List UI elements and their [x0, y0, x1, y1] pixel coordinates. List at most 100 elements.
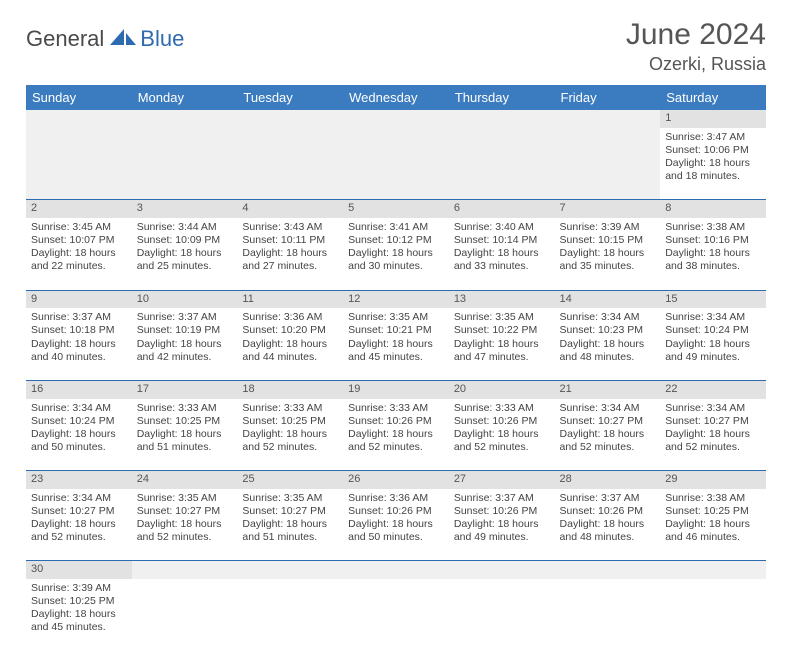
- sunrise-text: Sunrise: 3:37 AM: [560, 492, 656, 505]
- day-number: 6: [449, 200, 555, 218]
- sunset-text: Sunset: 10:23 PM: [560, 324, 656, 337]
- sunrise-text: Sunrise: 3:37 AM: [137, 311, 233, 324]
- daylight-text-2: and 52 minutes.: [137, 531, 233, 544]
- day-number: [26, 110, 132, 128]
- day-cell: Sunrise: 3:44 AMSunset: 10:09 PMDaylight…: [132, 218, 238, 290]
- daylight-text: Daylight: 18 hours: [348, 518, 444, 531]
- sunset-text: Sunset: 10:27 PM: [242, 505, 338, 518]
- day-cell: [343, 128, 449, 200]
- day-cell: Sunrise: 3:36 AMSunset: 10:26 PMDaylight…: [343, 489, 449, 561]
- daylight-text: Daylight: 18 hours: [31, 247, 127, 260]
- day-number: [132, 561, 238, 579]
- day-cell: Sunrise: 3:34 AMSunset: 10:27 PMDaylight…: [555, 399, 661, 471]
- day-cell: Sunrise: 3:35 AMSunset: 10:22 PMDaylight…: [449, 308, 555, 380]
- day-cell: [237, 128, 343, 200]
- sunset-text: Sunset: 10:09 PM: [137, 234, 233, 247]
- daylight-text: Daylight: 18 hours: [137, 247, 233, 260]
- sunrise-text: Sunrise: 3:35 AM: [137, 492, 233, 505]
- daylight-text-2: and 52 minutes.: [31, 531, 127, 544]
- sunset-text: Sunset: 10:07 PM: [31, 234, 127, 247]
- daynum-row: 16171819202122: [26, 380, 766, 398]
- sunrise-text: Sunrise: 3:35 AM: [454, 311, 550, 324]
- daylight-text: Daylight: 18 hours: [454, 338, 550, 351]
- daylight-text-2: and 35 minutes.: [560, 260, 656, 273]
- logo-text-general: General: [26, 26, 104, 52]
- daylight-text-2: and 52 minutes.: [665, 441, 761, 454]
- day-number: [237, 110, 343, 128]
- day-number: 25: [237, 471, 343, 489]
- day-cell: Sunrise: 3:39 AMSunset: 10:15 PMDaylight…: [555, 218, 661, 290]
- daylight-text: Daylight: 18 hours: [137, 518, 233, 531]
- daylight-text: Daylight: 18 hours: [242, 338, 338, 351]
- sunset-text: Sunset: 10:26 PM: [454, 505, 550, 518]
- sunrise-text: Sunrise: 3:36 AM: [348, 492, 444, 505]
- day-cell: [555, 579, 661, 651]
- day-cell: Sunrise: 3:34 AMSunset: 10:23 PMDaylight…: [555, 308, 661, 380]
- sunset-text: Sunset: 10:24 PM: [31, 415, 127, 428]
- day-number: 12: [343, 290, 449, 308]
- sunset-text: Sunset: 10:14 PM: [454, 234, 550, 247]
- day-number: [449, 561, 555, 579]
- col-friday: Friday: [555, 85, 661, 110]
- col-monday: Monday: [132, 85, 238, 110]
- day-number: 22: [660, 380, 766, 398]
- sunrise-text: Sunrise: 3:34 AM: [560, 402, 656, 415]
- day-number: [660, 561, 766, 579]
- day-number: 20: [449, 380, 555, 398]
- day-cell: [555, 128, 661, 200]
- daylight-text-2: and 47 minutes.: [454, 351, 550, 364]
- daylight-text-2: and 25 minutes.: [137, 260, 233, 273]
- daylight-text-2: and 51 minutes.: [242, 531, 338, 544]
- calendar-table: Sunday Monday Tuesday Wednesday Thursday…: [26, 85, 766, 651]
- daylight-text: Daylight: 18 hours: [665, 428, 761, 441]
- day-cell: Sunrise: 3:35 AMSunset: 10:27 PMDaylight…: [132, 489, 238, 561]
- sunset-text: Sunset: 10:27 PM: [665, 415, 761, 428]
- sunrise-text: Sunrise: 3:39 AM: [560, 221, 656, 234]
- daylight-text: Daylight: 18 hours: [31, 428, 127, 441]
- daylight-text-2: and 38 minutes.: [665, 260, 761, 273]
- daylight-text: Daylight: 18 hours: [665, 518, 761, 531]
- day-number: 9: [26, 290, 132, 308]
- day-number: 15: [660, 290, 766, 308]
- daylight-text: Daylight: 18 hours: [348, 338, 444, 351]
- details-row: Sunrise: 3:37 AMSunset: 10:18 PMDaylight…: [26, 308, 766, 380]
- daylight-text-2: and 51 minutes.: [137, 441, 233, 454]
- day-cell: Sunrise: 3:40 AMSunset: 10:14 PMDaylight…: [449, 218, 555, 290]
- details-row: Sunrise: 3:39 AMSunset: 10:25 PMDaylight…: [26, 579, 766, 651]
- sunrise-text: Sunrise: 3:35 AM: [242, 492, 338, 505]
- day-cell: Sunrise: 3:39 AMSunset: 10:25 PMDaylight…: [26, 579, 132, 651]
- sunset-text: Sunset: 10:22 PM: [454, 324, 550, 337]
- sunrise-text: Sunrise: 3:33 AM: [454, 402, 550, 415]
- day-number: 1: [660, 110, 766, 128]
- sunrise-text: Sunrise: 3:33 AM: [348, 402, 444, 415]
- daynum-row: 1: [26, 110, 766, 128]
- daynum-row: 23242526272829: [26, 471, 766, 489]
- day-number: 3: [132, 200, 238, 218]
- day-cell: Sunrise: 3:37 AMSunset: 10:26 PMDaylight…: [555, 489, 661, 561]
- sunset-text: Sunset: 10:16 PM: [665, 234, 761, 247]
- day-number: [555, 561, 661, 579]
- details-row: Sunrise: 3:34 AMSunset: 10:24 PMDaylight…: [26, 399, 766, 471]
- day-number: 10: [132, 290, 238, 308]
- day-cell: [449, 128, 555, 200]
- day-cell: [449, 579, 555, 651]
- day-number: 14: [555, 290, 661, 308]
- day-cell: Sunrise: 3:34 AMSunset: 10:24 PMDaylight…: [26, 399, 132, 471]
- sunrise-text: Sunrise: 3:34 AM: [31, 492, 127, 505]
- header: General Blue June 2024 Ozerki, Russia: [26, 18, 766, 75]
- daylight-text: Daylight: 18 hours: [242, 518, 338, 531]
- logo-text-blue: Blue: [140, 26, 184, 52]
- day-cell: Sunrise: 3:41 AMSunset: 10:12 PMDaylight…: [343, 218, 449, 290]
- daylight-text: Daylight: 18 hours: [31, 338, 127, 351]
- sunset-text: Sunset: 10:25 PM: [31, 595, 127, 608]
- daylight-text: Daylight: 18 hours: [560, 247, 656, 260]
- sunset-text: Sunset: 10:18 PM: [31, 324, 127, 337]
- daylight-text-2: and 52 minutes.: [348, 441, 444, 454]
- sail-icon: [110, 27, 136, 52]
- day-number: [343, 110, 449, 128]
- day-cell: [26, 128, 132, 200]
- daylight-text-2: and 48 minutes.: [560, 531, 656, 544]
- col-tuesday: Tuesday: [237, 85, 343, 110]
- sunset-text: Sunset: 10:27 PM: [31, 505, 127, 518]
- sunrise-text: Sunrise: 3:44 AM: [137, 221, 233, 234]
